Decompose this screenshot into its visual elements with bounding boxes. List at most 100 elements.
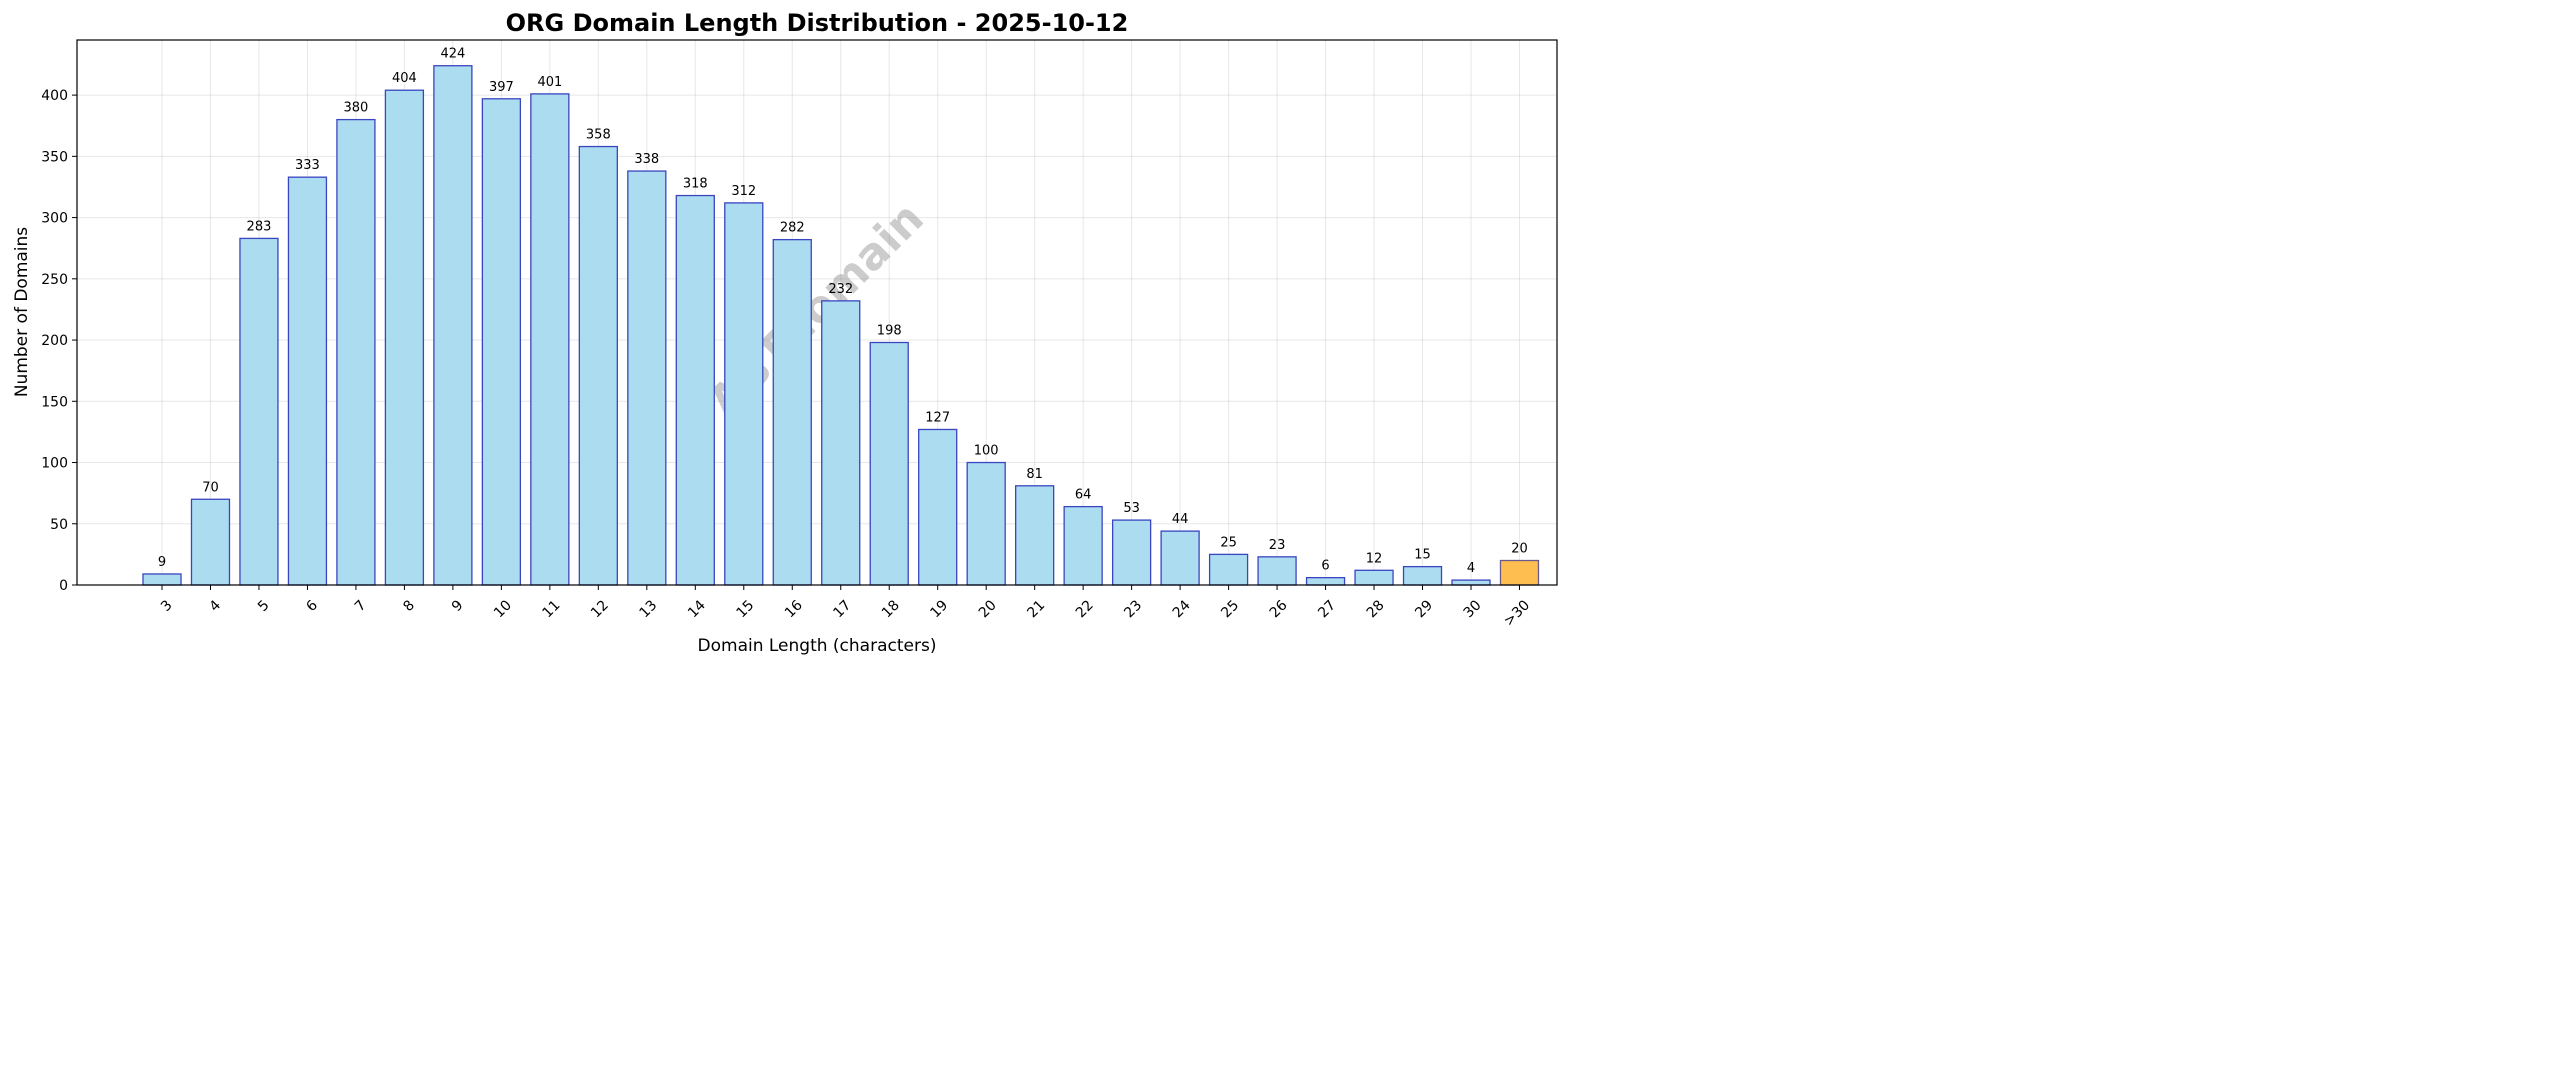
- data-label: 338: [634, 152, 659, 167]
- bar: [1208, 553, 1249, 586]
- data-label: 23: [1269, 538, 1286, 553]
- x-tick-label: 22: [1073, 597, 1097, 621]
- bar: [918, 428, 958, 586]
- x-tick-label: 12: [588, 597, 612, 621]
- x-tick-label: 24: [1170, 597, 1194, 621]
- bar: [869, 341, 909, 586]
- x-tick-label: 9: [449, 597, 467, 615]
- data-label: 15: [1414, 548, 1431, 563]
- data-label: 6: [1321, 559, 1329, 574]
- y-tick-label: 300: [41, 211, 68, 227]
- x-tick-label: 16: [782, 597, 806, 621]
- x-tick-label: 7: [352, 597, 370, 615]
- bar: [1257, 556, 1297, 586]
- data-label: 333: [295, 158, 320, 173]
- data-label: 401: [537, 75, 562, 90]
- bar: [627, 170, 667, 586]
- data-label: 70: [202, 480, 219, 495]
- bar: [966, 461, 1006, 586]
- data-label: 424: [440, 47, 465, 62]
- y-tick-label: 350: [41, 149, 68, 165]
- x-axis-ticks: 3 4 5 6 7 8 9 10 11 12 13 14 15 16 17 18 19 20 21 22 23 24 25 2…: [158, 585, 1533, 630]
- bar: [1063, 505, 1103, 586]
- x-tick-label: 13: [637, 597, 661, 621]
- bar: [1451, 579, 1491, 586]
- data-label: 283: [247, 219, 272, 234]
- x-tick-label: 5: [255, 597, 273, 615]
- x-tick-label: 4: [206, 597, 224, 615]
- bar: [384, 89, 425, 586]
- x-tick-label: 19: [927, 597, 951, 621]
- data-label: 12: [1366, 551, 1383, 566]
- bar: [336, 118, 376, 586]
- data-label: 9: [158, 555, 166, 570]
- bar: [433, 65, 473, 586]
- data-label: 20: [1511, 542, 1528, 557]
- x-tick-label: 18: [879, 597, 903, 621]
- data-label: 318: [683, 177, 708, 192]
- bar: [142, 573, 182, 586]
- x-tick-label: 11: [540, 597, 564, 621]
- chart-title: ORG Domain Length Distribution - 2025-10…: [506, 9, 1129, 37]
- x-tick-label: 14: [685, 597, 709, 621]
- bar: [530, 93, 570, 586]
- bar: [481, 98, 522, 586]
- y-tick-label: 150: [41, 394, 68, 410]
- bar: [821, 300, 861, 586]
- y-tick-label: 0: [59, 578, 68, 594]
- x-tick-label: 17: [830, 597, 854, 621]
- data-label: 404: [392, 71, 417, 86]
- bar: [1015, 485, 1055, 586]
- x-tick-label: 10: [491, 597, 515, 621]
- x-tick-label: 3: [158, 597, 176, 615]
- x-tick-label: 29: [1412, 597, 1436, 621]
- x-tick-label: 6: [303, 597, 321, 615]
- x-tick-label: 25: [1218, 597, 1242, 621]
- bar: [190, 498, 231, 586]
- data-label: 4: [1467, 561, 1475, 576]
- data-label: 358: [586, 128, 611, 143]
- x-tick-label: 28: [1364, 597, 1388, 621]
- data-label: 397: [489, 80, 514, 95]
- x-tick-label: 15: [733, 597, 757, 621]
- bar: [239, 237, 279, 586]
- data-label: 44: [1172, 512, 1189, 527]
- x-tick-label: 8: [400, 597, 418, 615]
- data-label: 53: [1123, 501, 1140, 516]
- y-tick-label: 400: [41, 88, 68, 104]
- x-tick-label: 27: [1315, 597, 1339, 621]
- x-tick-label: >30: [1501, 597, 1533, 629]
- y-tick-label: 50: [50, 517, 68, 533]
- data-label: 198: [877, 324, 902, 339]
- bar: [578, 145, 618, 586]
- data-label: 312: [731, 184, 756, 199]
- data-label: 232: [828, 282, 853, 297]
- data-label: 81: [1026, 467, 1043, 482]
- y-tick-label: 250: [41, 272, 68, 288]
- data-label: 100: [974, 444, 999, 459]
- y-axis-label: Number of Domains: [12, 227, 32, 397]
- bar: [1305, 577, 1346, 586]
- x-axis-label: Domain Length (characters): [698, 636, 937, 656]
- bar: [1402, 565, 1443, 586]
- data-label: 282: [780, 221, 805, 236]
- bar: [1111, 519, 1152, 586]
- bar: [1160, 530, 1200, 586]
- bar: [1499, 559, 1540, 586]
- data-label: 64: [1075, 488, 1092, 503]
- x-tick-label: 30: [1461, 597, 1485, 621]
- y-tick-label: 200: [41, 333, 68, 349]
- bar: [675, 194, 715, 586]
- x-tick-label: 20: [976, 597, 1000, 621]
- x-tick-label: 23: [1121, 597, 1145, 621]
- data-label: 380: [344, 101, 369, 116]
- x-tick-label: 26: [1267, 597, 1291, 621]
- bar: [287, 176, 328, 586]
- plot-frame: [76, 39, 1558, 586]
- data-label: 127: [925, 410, 950, 425]
- bar: [772, 238, 812, 586]
- x-tick-label: 21: [1024, 597, 1048, 621]
- bar: [724, 202, 764, 586]
- bar: [1354, 569, 1394, 586]
